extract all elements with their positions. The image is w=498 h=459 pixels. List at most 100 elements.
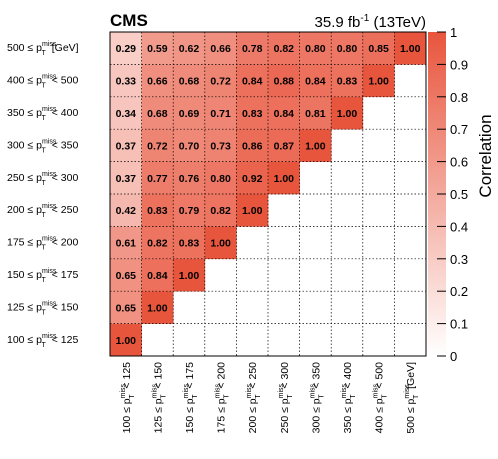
heatmap-cell [299, 129, 332, 162]
cell-value-label: 0.65 [116, 302, 137, 314]
x-tick-label: 350 ≤ pmiss T < 400 [341, 362, 357, 433]
cell-value-label: 1.00 [337, 108, 358, 120]
heatmap-cell [110, 291, 142, 324]
x-tick-label: 200 ≤ pmiss T < 250 [246, 362, 262, 433]
cell-value-label: 0.80 [305, 43, 326, 55]
heatmap-cell [110, 194, 142, 227]
cell-value-label: 0.66 [210, 43, 231, 55]
heatmap-cell [110, 226, 142, 260]
colorbar-tick-label: 1 [450, 25, 457, 40]
cell-value-label: 0.29 [116, 43, 137, 55]
cell-value-label: 0.79 [179, 205, 200, 217]
cell-value-label: 0.83 [179, 238, 200, 250]
heatmap-cell [173, 194, 206, 227]
colorbar-tick-label: 0 [450, 349, 457, 364]
cell-value-label: 1.00 [179, 270, 200, 282]
colorbar-tick-label: 0.3 [450, 252, 468, 267]
heatmap-cell [362, 32, 395, 65]
y-tick-label: 125 ≤ pmiss T < 150 [7, 300, 78, 316]
heatmap-cell [204, 226, 237, 260]
cell-value-label: 0.80 [337, 43, 358, 55]
colorbar-tick-label: 0.9 [450, 57, 468, 72]
heatmap-cell [110, 32, 142, 65]
colorbar-tick-label: 0.2 [450, 284, 468, 299]
heatmap-cell [236, 64, 269, 98]
x-tick-label-group: 300 ≤ pmiss T < 350 [309, 362, 325, 433]
colorbar: 0 0.1 0.2 0.3 0.4 0.5 0.6 0.7 0.8 0.9 1 Correlatio… [428, 25, 495, 364]
cell-value-label: 1.00 [147, 302, 168, 314]
heatmap-cell [141, 291, 174, 324]
x-tick-label-group: 250 ≤ pmiss T < 300 [278, 362, 294, 433]
x-tick-label-group: 175 ≤ pmiss T < 200 [215, 362, 231, 433]
heatmap-cell [236, 161, 269, 195]
cell-value-label: 0.73 [210, 140, 231, 152]
heatmap-cell [268, 32, 300, 65]
heatmap-cell [141, 96, 174, 130]
cell-value-label: 1.00 [368, 76, 389, 88]
cell-value-label: 0.84 [242, 76, 263, 88]
x-tick-label: 100 ≤ pmiss T < 125 [120, 362, 136, 433]
cell-value-label: 0.78 [242, 43, 263, 55]
heatmap-cell [331, 96, 364, 130]
heatmap-cell [268, 96, 300, 130]
heatmap-cell [141, 129, 174, 162]
cell-value-label: 1.00 [400, 43, 421, 55]
heatmap-cell [110, 96, 142, 130]
x-tick-label-group: 400 ≤ pmiss T < 500 [373, 362, 389, 433]
cell-value-label: 0.87 [274, 140, 295, 152]
cell-value-label: 0.33 [116, 76, 137, 88]
heatmap-cell [173, 96, 206, 130]
heatmap-cell [299, 64, 332, 98]
y-tick-label: 175 ≤ pmiss T < 200 [7, 236, 78, 252]
x-tick-label: 125 ≤ pmiss T < 150 [151, 362, 167, 433]
colorbar-tick-label: 0.6 [450, 155, 468, 170]
cell-value-label: 1.00 [242, 205, 263, 217]
cell-value-label: 0.71 [210, 108, 231, 120]
heatmap-cell [204, 64, 237, 98]
x-tick-label-group: 500 ≤ pmiss T [GeV] [404, 362, 420, 434]
cell-value-label: 0.83 [337, 76, 358, 88]
heatmap-cell [110, 64, 142, 98]
cell-value-label: 0.68 [179, 76, 200, 88]
cell-value-label: 0.82 [210, 205, 231, 217]
heatmap-cells [110, 32, 427, 357]
y-tick-label: 250 ≤ pmiss T < 300 [7, 171, 78, 187]
colorbar-tick-label: 0.4 [450, 219, 468, 234]
cell-value-label: 0.68 [147, 108, 168, 120]
heatmap-gridlines [110, 32, 426, 356]
cell-value-label: 0.42 [116, 205, 137, 217]
heatmap-cell [394, 32, 427, 65]
cell-value-label: 0.86 [242, 140, 263, 152]
colorbar-tick-label: 0.7 [450, 122, 468, 137]
heatmap-cell [173, 258, 206, 292]
colorbar-ticks: 0 0.1 0.2 0.3 0.4 0.5 0.6 0.7 0.8 0.9 1 [437, 25, 468, 364]
plot-frame [109, 31, 427, 357]
x-tick-label-group: 200 ≤ pmiss T < 250 [246, 362, 262, 433]
colorbar-tick-label: 0.5 [450, 187, 468, 202]
cell-value-label: 0.85 [368, 43, 389, 55]
x-tick-label: 400 ≤ pmiss T < 500 [373, 362, 389, 433]
cell-value-label: 0.69 [179, 108, 200, 120]
x-tick-label-group: 100 ≤ pmiss T < 125 [120, 362, 136, 433]
cell-value-label: 0.65 [116, 270, 137, 282]
heatmap-cell [173, 64, 206, 98]
cell-value-label: 0.61 [116, 238, 137, 250]
experiment-label: CMS [110, 11, 148, 30]
heatmap-cell [204, 32, 237, 65]
cell-value-label: 0.72 [210, 76, 231, 88]
heatmap-cell [141, 194, 174, 227]
cell-value-label: 0.59 [147, 43, 168, 55]
y-tick-label: 400 ≤ pmiss T < 500 [7, 74, 78, 90]
x-tick-label: 500 ≤ pmiss T [GeV] [404, 362, 420, 434]
cell-value-label: 0.34 [116, 108, 137, 120]
heatmap-cell [141, 226, 174, 260]
y-tick-label: 300 ≤ pmiss T < 350 [7, 138, 78, 154]
heatmap-cell [236, 129, 269, 162]
heatmap-cell [204, 129, 237, 162]
heatmap-cell [236, 194, 269, 227]
x-axis-tick-labels: 100 ≤ pmiss T < 125 125 ≤ pmiss T < 150 150 … [120, 362, 420, 434]
y-axis-tick-labels: 100 ≤ pmiss T < 125 125 ≤ pmiss T < 150 150 … [7, 41, 79, 349]
heatmap-cell [141, 258, 174, 292]
heatmap-cell [141, 32, 174, 65]
colorbar-title: Correlation [476, 114, 495, 197]
